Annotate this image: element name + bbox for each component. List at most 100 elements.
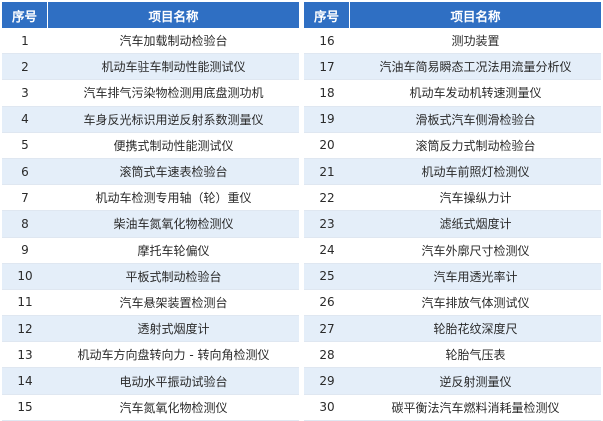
table-row: 9 摩托车轮偏仪 <box>2 238 299 264</box>
table-row: 18 机动车发动机转速测量仪 <box>304 80 601 107</box>
row-item-name: 车身反光标识用逆反射系数测量仪 <box>83 112 264 127</box>
row-item-name: 机动车驻车制动性能测试仪 <box>101 60 246 75</box>
row-number: 15 <box>17 400 33 415</box>
row-item-name: 测功装置 <box>451 34 500 49</box>
row-item-name: 滚筒反力式制动检验台 <box>415 138 536 153</box>
table-row: 26 汽车排放气体测试仪 <box>304 290 601 317</box>
table-left: 序号 项目名称 1 汽车加载制动检验台 2 机动车驻车制动性能测试仪 3 汽车排气污染物检… <box>2 2 299 421</box>
table-row: 11 汽车悬架装置检测台 <box>2 290 299 317</box>
row-item-name: 滚筒式车速表检验台 <box>119 165 228 180</box>
row-number: 30 <box>319 400 335 415</box>
header-no: 序号 <box>2 2 48 28</box>
table-header: 序号 项目名称 <box>304 2 601 28</box>
row-item-name: 汽车外廓尺寸检测仪 <box>421 243 530 258</box>
table-header: 序号 项目名称 <box>2 2 299 28</box>
table-row: 23 滤纸式烟度计 <box>304 211 601 238</box>
table-row: 20 滚筒反力式制动检验台 <box>304 133 601 159</box>
table-body: 1 汽车加载制动检验台 2 机动车驻车制动性能测试仪 3 汽车排气污染物检测用底盘测功机 4… <box>2 28 299 421</box>
row-item-name: 碳平衡法汽车燃料消耗量检测仪 <box>391 400 560 415</box>
table-right: 序号 项目名称 16 测功装置 17 汽油车简易瞬态工况法用流量分析仪 18 机动车发动机… <box>304 2 601 421</box>
table-row: 19 滑板式汽车侧滑检验台 <box>304 106 601 133</box>
row-item-name: 汽车加载制动检验台 <box>119 34 228 49</box>
table-row: 6 滚筒式车速表检验台 <box>2 158 299 186</box>
row-item-name: 汽油车简易瞬态工况法用流量分析仪 <box>379 60 572 75</box>
row-item-name: 便携式制动性能测试仪 <box>113 138 234 153</box>
row-item-name: 电动水平振动试验台 <box>119 374 228 389</box>
table-row: 12 透射式烟度计 <box>2 316 299 343</box>
row-number: 6 <box>21 164 29 179</box>
row-number: 11 <box>17 295 33 310</box>
table-row: 15 汽车氮氧化物检测仪 <box>2 395 299 421</box>
row-number: 8 <box>21 216 29 231</box>
row-number: 14 <box>17 374 33 389</box>
row-item-name: 逆反射测量仪 <box>439 374 512 389</box>
table-row: 25 汽车用透光率计 <box>304 263 601 290</box>
row-item-name: 汽车用透光率计 <box>433 269 518 284</box>
table-row: 28 轮胎气压表 <box>304 342 601 369</box>
table-row: 5 便携式制动性能测试仪 <box>2 133 299 159</box>
table-row: 8 柴油车氮氧化物检测仪 <box>2 211 299 238</box>
row-item-name: 汽车排气污染物检测用底盘测功机 <box>83 86 264 101</box>
table-row: 7 机动车检测专用轴（轮）重仪 <box>2 185 299 212</box>
row-item-name: 汽车操纵力计 <box>439 191 512 206</box>
header-name: 项目名称 <box>450 8 501 24</box>
row-item-name: 平板式制动检验台 <box>125 269 222 284</box>
table-row: 13 机动车方向盘转向力 - 转向角检测仪 <box>2 342 299 369</box>
row-item-name: 汽车排放气体测试仪 <box>421 295 530 310</box>
table-row: 30 碳平衡法汽车燃料消耗量检测仪 <box>304 395 601 421</box>
table-row: 24 汽车外廓尺寸检测仪 <box>304 238 601 264</box>
row-number: 29 <box>319 374 335 389</box>
header-no: 序号 <box>304 2 350 28</box>
row-item-name: 汽车悬架装置检测台 <box>119 295 228 310</box>
row-number: 16 <box>319 33 335 48</box>
row-number: 9 <box>21 243 29 258</box>
row-number: 1 <box>21 33 29 48</box>
row-number: 12 <box>17 321 33 336</box>
table-row: 14 电动水平振动试验台 <box>2 368 299 395</box>
row-number: 13 <box>17 347 33 362</box>
table-row: 2 机动车驻车制动性能测试仪 <box>2 54 299 81</box>
row-number: 21 <box>319 164 335 179</box>
row-item-name: 汽车氮氧化物检测仪 <box>119 400 228 415</box>
header-name: 项目名称 <box>148 8 199 24</box>
row-number: 17 <box>319 59 335 74</box>
row-item-name: 滤纸式烟度计 <box>439 217 512 232</box>
table-row: 3 汽车排气污染物检测用底盘测功机 <box>2 80 299 107</box>
table-body: 16 测功装置 17 汽油车简易瞬态工况法用流量分析仪 18 机动车发动机转速测量仪 19 滑… <box>304 28 601 421</box>
row-number: 23 <box>319 216 335 231</box>
row-item-name: 机动车方向盘转向力 - 转向角检测仪 <box>77 348 270 363</box>
row-number: 7 <box>21 190 29 205</box>
row-number: 22 <box>319 190 335 205</box>
row-item-name: 机动车发动机转速测量仪 <box>409 86 542 101</box>
table-row: 21 机动车前照灯检测仪 <box>304 158 601 186</box>
table-row: 22 汽车操纵力计 <box>304 185 601 212</box>
row-number: 19 <box>319 112 335 127</box>
row-number: 28 <box>319 347 335 362</box>
row-number: 24 <box>319 243 335 258</box>
row-number: 5 <box>21 138 29 153</box>
row-item-name: 滑板式汽车侧滑检验台 <box>415 112 536 127</box>
row-number: 3 <box>21 85 29 100</box>
table-row: 10 平板式制动检验台 <box>2 263 299 290</box>
row-number: 20 <box>319 138 335 153</box>
row-number: 4 <box>21 112 29 127</box>
row-item-name: 摩托车轮偏仪 <box>137 243 210 258</box>
table-row: 27 轮胎花纹深度尺 <box>304 316 601 343</box>
row-number: 10 <box>17 269 33 284</box>
row-number: 27 <box>319 321 335 336</box>
row-number: 18 <box>319 85 335 100</box>
row-number: 26 <box>319 295 335 310</box>
table-row: 29 逆反射测量仪 <box>304 368 601 395</box>
row-item-name: 轮胎气压表 <box>445 348 506 363</box>
table-row: 17 汽油车简易瞬态工况法用流量分析仪 <box>304 54 601 81</box>
table-row: 1 汽车加载制动检验台 <box>2 28 299 55</box>
row-number: 25 <box>319 269 335 284</box>
row-item-name: 轮胎花纹深度尺 <box>433 322 518 337</box>
row-item-name: 机动车检测专用轴（轮）重仪 <box>95 191 252 206</box>
table-row: 4 车身反光标识用逆反射系数测量仪 <box>2 106 299 133</box>
table-row: 16 测功装置 <box>304 28 601 55</box>
row-number: 2 <box>21 59 29 74</box>
row-item-name: 柴油车氮氧化物检测仪 <box>113 217 234 232</box>
row-item-name: 透射式烟度计 <box>137 322 210 337</box>
row-item-name: 机动车前照灯检测仪 <box>421 165 530 180</box>
